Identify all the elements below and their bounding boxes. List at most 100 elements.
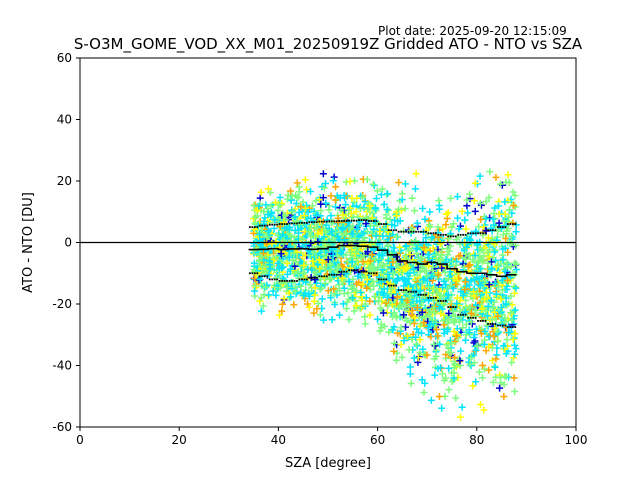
data-point	[276, 201, 284, 209]
data-point	[359, 258, 367, 266]
y-tick-label: -20	[52, 297, 72, 311]
data-point	[345, 316, 353, 324]
series-2-dot	[271, 278, 274, 281]
data-point	[329, 177, 337, 185]
data-point	[397, 324, 405, 332]
series-2-dot	[501, 324, 504, 327]
series-1-dot	[350, 219, 353, 222]
data-point	[413, 325, 421, 333]
series-2-dot	[291, 280, 293, 282]
data-point	[363, 276, 371, 284]
x-tick-label: 100	[565, 433, 588, 447]
series-2-dot	[253, 272, 256, 275]
data-point	[455, 318, 463, 326]
data-point	[491, 280, 499, 288]
data-point	[394, 205, 402, 213]
data-point	[492, 173, 500, 181]
series-2-dot	[457, 313, 460, 316]
data-point	[363, 227, 371, 235]
series-1-dot	[410, 230, 412, 233]
series-1-dot	[353, 219, 355, 222]
data-point	[380, 225, 388, 233]
series-2-dot	[467, 316, 470, 319]
data-point	[277, 250, 285, 258]
data-point	[363, 284, 371, 292]
data-point	[458, 403, 466, 411]
data-point	[494, 202, 502, 210]
data-point	[302, 278, 310, 286]
series-2-dot	[278, 280, 281, 282]
data-point	[390, 347, 398, 355]
series-2-dot	[380, 278, 383, 281]
data-point	[271, 198, 279, 206]
x-axis-label: SZA [degree]	[285, 456, 371, 471]
data-point	[385, 206, 393, 214]
data-point	[488, 344, 496, 352]
data-point	[456, 413, 464, 421]
data-point	[496, 384, 504, 392]
data-point	[395, 178, 403, 186]
data-point	[419, 345, 427, 353]
data-point	[305, 228, 313, 236]
data-point	[314, 229, 322, 237]
series-2-dot	[479, 320, 482, 322]
data-point	[366, 285, 374, 293]
series-2-dot	[258, 275, 261, 278]
series-2-dot	[464, 313, 467, 316]
series-2-dot	[296, 280, 298, 282]
series-2-dot	[276, 278, 279, 281]
series-1-dot	[449, 235, 452, 238]
series-1-dot	[370, 220, 373, 222]
series-1-dot	[248, 226, 251, 229]
series-1-dot	[291, 222, 293, 225]
data-point	[272, 238, 280, 246]
data-point	[446, 282, 454, 290]
series-1-dot	[263, 224, 266, 227]
data-point	[292, 258, 300, 266]
data-point	[507, 309, 515, 317]
series-2-dot	[293, 280, 296, 282]
series-1-dot	[457, 233, 460, 236]
data-point	[333, 252, 341, 260]
data-point	[494, 227, 502, 235]
data-point	[500, 393, 508, 401]
data-point	[489, 304, 497, 312]
data-point	[382, 214, 390, 222]
data-point	[487, 258, 495, 266]
data-point	[510, 307, 518, 315]
data-point	[250, 259, 258, 267]
series-2-dot	[320, 275, 323, 278]
data-point	[473, 342, 481, 350]
data-point	[338, 274, 346, 282]
data-point	[466, 190, 474, 198]
data-point	[442, 281, 450, 289]
data-point	[368, 251, 376, 259]
y-tick-label: 20	[57, 174, 72, 188]
data-point	[510, 374, 518, 382]
data-point	[255, 230, 263, 238]
data-point	[405, 346, 413, 354]
data-point	[398, 190, 406, 198]
data-point	[281, 224, 289, 232]
data-point	[267, 202, 275, 210]
series-2-dot	[268, 278, 271, 281]
series-1-dot	[271, 223, 274, 226]
series-1-dot	[432, 232, 435, 235]
data-point	[471, 251, 479, 259]
data-point	[330, 173, 338, 181]
series-1-dot	[412, 230, 415, 233]
data-point	[255, 257, 263, 265]
data-point	[510, 202, 518, 210]
data-point	[412, 340, 420, 348]
data-point	[321, 263, 329, 271]
data-point	[406, 251, 414, 259]
series-1-dot	[298, 221, 301, 224]
data-point	[446, 296, 454, 304]
data-point	[364, 248, 372, 256]
data-point	[310, 297, 318, 305]
series-1-dot	[360, 219, 363, 221]
y-tick-label: 60	[57, 51, 72, 65]
data-point	[319, 194, 327, 202]
data-point	[378, 288, 386, 296]
